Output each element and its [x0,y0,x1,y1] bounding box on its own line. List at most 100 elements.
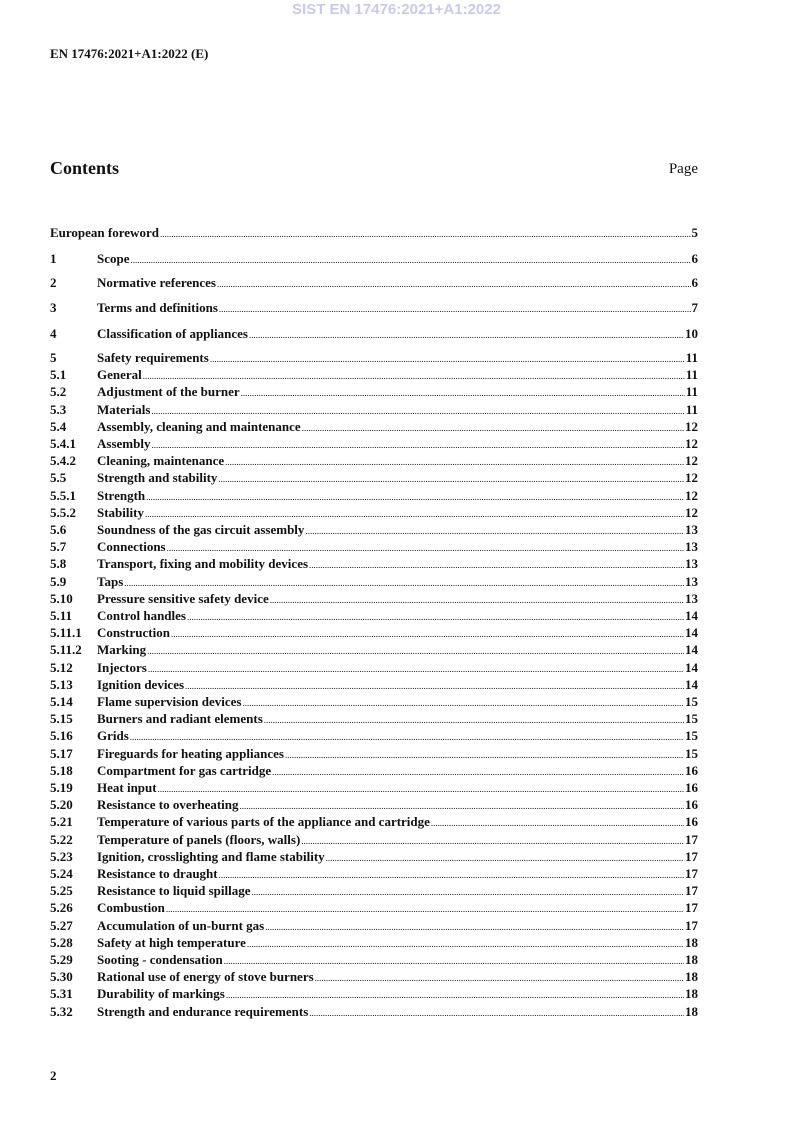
toc-entry-number: 5 [50,350,57,365]
toc-entry-number: 5.25 [50,883,73,899]
toc-entry-number: 5.9 [50,573,67,589]
toc-entry[interactable]: European foreword 5 [50,224,698,241]
toc-entry-page: 15 [685,728,698,744]
toc-entry[interactable]: 5.25 Resistance to liquid spillage 17 [50,882,698,899]
toc-entry-title: Combustion [97,900,165,916]
toc-entry[interactable]: 5.5.2 Stability 12 [50,504,698,521]
toc-entry[interactable]: 5.4.1 Assembly 12 [50,435,698,452]
toc-entry-page: 14 [685,659,698,675]
toc-entry-number: 5.17 [50,745,73,761]
toc-entry-page: 6 [691,251,699,266]
toc-entry-page: 16 [685,762,698,778]
page-number: 2 [50,1068,57,1083]
toc-entry[interactable]: 5.14 Flame supervision devices 15 [50,693,698,710]
toc-entry-title: Injectors [97,659,147,675]
dot-leader [217,276,691,293]
toc-entry-page: 13 [685,539,698,555]
contents-heading: Contents [50,158,120,178]
toc-entry[interactable]: 5.9 Taps 13 [50,573,698,590]
toc-entry-title: Safety at high temperature [97,934,246,950]
toc-entry[interactable]: 5.6 Soundness of the gas circuit assembly… [50,521,698,538]
toc-entry[interactable]: 5.24 Resistance to draught 17 [50,865,698,882]
toc-entry-number: 5.32 [50,1003,73,1019]
toc-entry-number: 5.15 [50,711,73,727]
toc-entry-page: 12 [685,487,698,503]
toc-entry[interactable]: 5.21 Temperature of various parts of the … [50,813,698,830]
toc-entry-title: Burners and radiant elements [97,711,263,727]
toc-entry[interactable]: 4 Classification of appliances 10 [50,325,698,342]
toc-entry[interactable]: 5.29 Sooting - condensation 18 [50,951,698,968]
toc-entry-number: 5.26 [50,900,73,916]
toc-entry[interactable]: 5.11.2 Marking 14 [50,641,698,658]
toc-entry[interactable]: 5.31 Durability of markings 18 [50,985,698,1002]
toc-entry[interactable]: 5.28 Safety at high temperature 18 [50,934,698,951]
toc-entry-number: 5.31 [50,986,73,1002]
toc-entry-title: Resistance to liquid spillage [97,883,251,899]
toc-entry[interactable]: 1 Scope 6 [50,250,698,267]
toc-entry-page: 12 [685,418,698,434]
toc-entry-title: Compartment for gas cartridge [97,762,272,778]
toc-entry-number: 5.7 [50,539,67,555]
toc-entry[interactable]: 5.30 Rational use of energy of stove burn… [50,968,698,985]
toc-entry[interactable]: 5.15 Burners and radiant elements 15 [50,710,698,727]
dot-leader [309,1005,684,1022]
toc-entry-title: Control handles [97,608,186,623]
toc-entry[interactable]: 5.20 Resistance to overheating 16 [50,796,698,813]
toc-entry-number: 5.18 [50,762,73,778]
toc-entry-number: 5.30 [50,969,73,985]
toc-entry[interactable]: 5.19 Heat input 16 [50,779,698,796]
toc-entry[interactable]: 5.2 Adjustment of the burner 11 [50,383,698,400]
toc-entry[interactable]: 5.26 Combustion 17 [50,899,698,916]
toc-entry-title: Grids [97,728,129,744]
toc-entry-number: 5.1 [50,367,67,383]
toc-entry-number: 1 [50,251,57,266]
toc-entry[interactable]: 5.4.2 Cleaning, maintenance 12 [50,452,698,469]
toc-entry-number: 5.5 [50,470,67,486]
toc-entry-number: 5.4.1 [50,436,76,451]
toc-entry-number: 5.2 [50,384,67,400]
toc-entry[interactable]: 5.4 Assembly, cleaning and maintenance 12 [50,418,698,435]
page-column-label: Page [668,161,698,177]
toc-entry-page: 14 [685,625,698,641]
toc-entry-number: 3 [50,300,57,315]
toc-entry-page: 17 [685,866,698,881]
toc-entry[interactable]: 2 Normative references 6 [50,274,698,291]
toc-entry[interactable]: 5.5.1 Strength 12 [50,487,698,504]
toc-entry-title: Ignition, crosslighting and flame stabil… [97,848,325,864]
toc-entry-number: 5.29 [50,952,73,967]
toc-entry[interactable]: 5.18 Compartment for gas cartridge 16 [50,762,698,779]
toc-entry-title: Terms and definitions [97,300,218,315]
toc-entry[interactable]: 3 Terms and definitions 7 [50,299,698,316]
toc-entry[interactable]: 5.17 Fireguards for heating appliances 15 [50,745,698,762]
toc-entry[interactable]: 5.3 Materials 11 [50,401,698,418]
toc-entry[interactable]: 5.23 Ignition, crosslighting and flame st… [50,848,698,865]
toc-entry[interactable]: 5 Safety requirements 11 [50,349,698,366]
toc-entry-number: 4 [50,326,57,341]
toc-entry[interactable]: 5.10 Pressure sensitive safety device 13 [50,590,698,607]
toc-entry[interactable]: 5.22 Temperature of panels (floors, walls… [50,831,698,848]
toc-entry-title: Strength and stability [97,470,218,486]
toc-entry-title: Resistance to draught [97,866,218,881]
toc-entry-page: 12 [685,453,698,469]
toc-entry-title: Classification of appliances [97,326,248,341]
toc-entry[interactable]: 5.1 General 11 [50,366,698,383]
toc-entry[interactable]: 5.5 Strength and stability 12 [50,469,698,486]
toc-entry[interactable]: 5.11.1 Construction 14 [50,624,698,641]
toc-entry-page: 15 [685,694,698,709]
toc-entry[interactable]: 5.27 Accumulation of un-burnt gas 17 [50,917,698,934]
toc-entry[interactable]: 5.8 Transport, fixing and mobility device… [50,555,698,572]
toc-entry-page: 14 [685,676,698,692]
toc-entry[interactable]: 5.12 Injectors 14 [50,659,698,676]
toc-entry-title: Strength [97,487,146,503]
toc-entry[interactable]: 5.16 Grids 15 [50,727,698,744]
toc-entry-number: 5.24 [50,866,73,881]
toc-entry-title: Sooting - condensation [97,952,223,967]
toc-entry[interactable]: 5.11 Control handles 14 [50,607,698,624]
toc-entry[interactable]: 5.32 Strength and endurance requirements 1… [50,1003,698,1020]
toc-entry[interactable]: 5.13 Ignition devices 14 [50,676,698,693]
toc-entry-page: 13 [685,590,698,606]
toc-entry-page: 11 [685,350,698,365]
toc-entry[interactable]: 5.7 Connections 13 [50,538,698,555]
toc-entry-title: Heat input [97,780,157,795]
toc-entry-number: 5.3 [50,401,67,417]
